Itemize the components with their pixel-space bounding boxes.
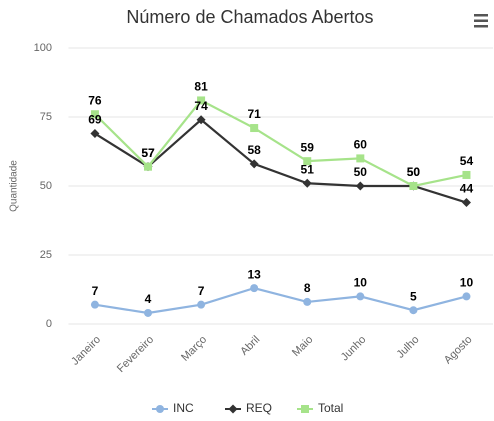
point bbox=[302, 178, 312, 188]
data-label: 59 bbox=[301, 140, 315, 154]
legend-marker bbox=[156, 405, 164, 413]
data-label: 54 bbox=[460, 154, 474, 168]
y-tick-label: 50 bbox=[40, 180, 52, 192]
data-label: 69 bbox=[88, 113, 102, 127]
x-tick-label: Fevereiro bbox=[115, 334, 156, 375]
x-tick-label: Maio bbox=[290, 334, 315, 359]
legend-label: REQ bbox=[246, 401, 272, 415]
point bbox=[303, 297, 312, 306]
data-label: 13 bbox=[247, 267, 261, 281]
point bbox=[303, 157, 312, 166]
point bbox=[144, 308, 153, 317]
x-tick-label: Agosto bbox=[442, 334, 475, 367]
legend-item[interactable]: Total bbox=[297, 401, 343, 415]
y-axis-label: Quantidade bbox=[9, 160, 20, 212]
data-label: 44 bbox=[460, 182, 474, 196]
series-line bbox=[94, 286, 467, 315]
data-label: 50 bbox=[407, 165, 421, 179]
point bbox=[90, 110, 99, 119]
y-tick-label: 0 bbox=[46, 318, 52, 330]
data-label: 10 bbox=[354, 276, 368, 290]
x-tick-label: Junho bbox=[339, 334, 369, 364]
point bbox=[144, 162, 153, 171]
data-label: 57 bbox=[141, 146, 155, 160]
menu-bar bbox=[474, 19, 488, 22]
y-tick-label: 25 bbox=[40, 249, 52, 261]
menu-bar bbox=[474, 14, 488, 17]
point bbox=[409, 306, 418, 315]
x-tick-label: Março bbox=[179, 334, 209, 364]
point bbox=[197, 300, 206, 309]
point bbox=[90, 300, 99, 309]
point bbox=[356, 154, 365, 163]
legend-label: Total bbox=[318, 401, 343, 415]
legend-item[interactable]: REQ bbox=[225, 401, 272, 415]
x-tick-label: Abril bbox=[238, 334, 262, 358]
point bbox=[462, 292, 471, 301]
chart-title: Número de Chamados Abertos bbox=[126, 7, 373, 27]
legend-label: INC bbox=[173, 401, 194, 415]
point bbox=[461, 198, 471, 208]
data-label: 81 bbox=[194, 80, 208, 94]
series-line bbox=[94, 118, 467, 204]
point bbox=[250, 124, 259, 133]
data-label: 57 bbox=[141, 146, 155, 160]
menu-bar bbox=[474, 25, 488, 28]
data-label: 50 bbox=[354, 165, 368, 179]
data-label: 50 bbox=[407, 165, 421, 179]
data-label: 58 bbox=[247, 143, 261, 157]
data-label: 4 bbox=[145, 292, 152, 306]
data-label: 51 bbox=[301, 162, 315, 176]
menu-button[interactable] bbox=[474, 14, 488, 28]
point bbox=[409, 182, 418, 190]
x-tick-label: Janeiro bbox=[69, 334, 103, 368]
data-label: 5 bbox=[410, 289, 417, 303]
point bbox=[90, 129, 100, 139]
data-label: 10 bbox=[460, 276, 474, 290]
legend-marker bbox=[228, 404, 238, 414]
x-tick-label: Julho bbox=[394, 334, 421, 361]
data-label: 8 bbox=[304, 281, 311, 295]
data-label: 7 bbox=[92, 284, 99, 298]
data-label: 60 bbox=[354, 138, 368, 152]
point bbox=[250, 284, 259, 293]
y-tick-label: 75 bbox=[40, 111, 52, 123]
data-label: 74 bbox=[194, 99, 208, 113]
data-label: 76 bbox=[88, 93, 102, 107]
legend-item[interactable]: INC bbox=[152, 401, 194, 415]
point bbox=[197, 96, 206, 105]
point bbox=[196, 115, 206, 125]
point bbox=[462, 170, 471, 179]
data-label: 7 bbox=[198, 284, 205, 298]
series-line bbox=[94, 99, 467, 188]
point bbox=[355, 181, 365, 191]
y-tick-label: 100 bbox=[34, 42, 52, 54]
legend-marker bbox=[301, 405, 309, 413]
point bbox=[356, 292, 365, 301]
data-label: 71 bbox=[247, 107, 261, 121]
point bbox=[249, 159, 259, 169]
